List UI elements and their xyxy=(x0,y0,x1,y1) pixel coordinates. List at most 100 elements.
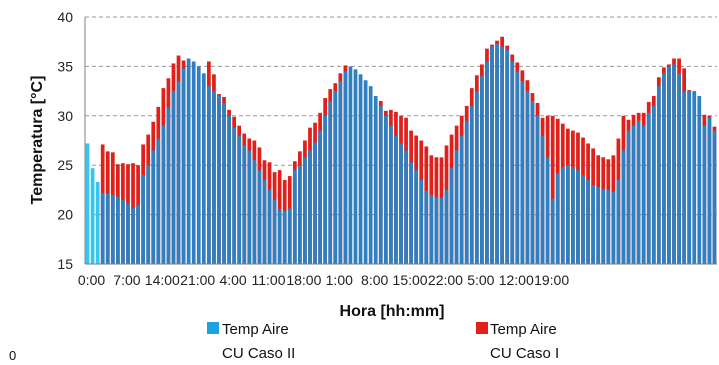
bar-caso-ii xyxy=(449,168,454,264)
bar-caso-ii xyxy=(257,170,262,264)
x-tick-label: 22:00 xyxy=(428,272,463,288)
bar-caso-ii xyxy=(237,135,242,264)
x-tick-label: 1:00 xyxy=(326,272,353,288)
bar-caso-ii xyxy=(121,199,125,264)
y-tick-label: 40 xyxy=(57,9,73,25)
bar-caso-ii xyxy=(105,193,110,264)
legend: Temp Aire CU Caso II Temp Aire CU Caso I xyxy=(207,321,559,362)
bar-caso-ii xyxy=(651,105,656,264)
bar-caso-ii xyxy=(682,91,687,264)
bar-caso-ii xyxy=(100,192,105,264)
bar-caso-ii xyxy=(480,76,484,264)
bar-caso-ii xyxy=(606,189,611,264)
bar-caso-ii xyxy=(146,165,151,264)
bar-caso-ii xyxy=(181,68,186,264)
bar-caso-ii xyxy=(333,91,338,264)
bar-caso-ii xyxy=(368,86,373,264)
bar-caso-ii xyxy=(131,207,135,264)
bar-caso-ii xyxy=(363,80,368,265)
bar-caso-ii xyxy=(90,168,95,264)
bar-caso-ii xyxy=(550,198,555,264)
legend-swatch-caso-i xyxy=(476,322,488,334)
bar-caso-ii xyxy=(444,189,449,264)
x-tick-label: 4:00 xyxy=(219,272,246,288)
bar-caso-ii xyxy=(358,74,363,264)
bar-caso-ii xyxy=(656,86,661,264)
bar-caso-ii xyxy=(712,130,717,264)
x-tick-label: 0:00 xyxy=(78,272,105,288)
x-tick-label: 21:00 xyxy=(180,272,215,288)
bar-caso-ii xyxy=(555,173,560,264)
bar-caso-ii xyxy=(601,188,606,264)
bar-caso-ii xyxy=(565,165,570,264)
bar-caso-ii xyxy=(434,196,439,264)
bar-caso-ii xyxy=(414,170,419,264)
bar-caso-ii xyxy=(560,167,565,264)
bar-caso-ii xyxy=(525,91,530,264)
bar-caso-ii xyxy=(677,73,681,264)
y-tick-label: 35 xyxy=(57,58,73,74)
bar-caso-ii xyxy=(343,71,348,264)
bar-caso-ii xyxy=(338,81,343,264)
bar-caso-ii xyxy=(242,145,247,264)
bar-caso-i xyxy=(550,115,555,264)
bar-caso-ii xyxy=(474,91,479,264)
bar-caso-ii xyxy=(287,208,292,264)
bar-caso-ii xyxy=(232,127,237,264)
bar-caso-ii xyxy=(156,138,161,264)
bar-caso-ii xyxy=(328,100,333,264)
bar-caso-ii xyxy=(500,46,504,264)
bar-caso-ii xyxy=(404,150,408,264)
y-tick-labels: 15 20 25 30 35 40 xyxy=(57,9,73,272)
x-tick-labels: 0:00 7:00 14:00 21:00 4:00 11:00 18:00 1:00 8:00… xyxy=(78,272,569,288)
bar-caso-ii xyxy=(85,143,90,264)
bar-caso-ii xyxy=(621,150,626,264)
bar-caso-ii xyxy=(252,160,257,264)
bar-caso-ii xyxy=(707,117,712,264)
bar-caso-ii xyxy=(348,66,353,265)
bar-caso-ii xyxy=(186,58,191,264)
bar-caso-ii xyxy=(692,91,697,264)
bar-caso-ii xyxy=(201,73,206,264)
bar-caso-ii xyxy=(662,73,666,264)
bar-caso-ii xyxy=(217,96,221,264)
legend-label-caso-ii-line1: Temp Aire xyxy=(222,321,289,338)
bar-caso-ii xyxy=(353,69,358,264)
bar-caso-ii xyxy=(298,165,302,264)
x-tick-label: 18:00 xyxy=(286,272,321,288)
bar-caso-ii xyxy=(196,66,201,265)
bar-caso-ii xyxy=(631,125,636,265)
bar-caso-ii xyxy=(247,150,252,264)
bar-caso-ii xyxy=(520,81,525,264)
bar-caso-ii xyxy=(136,204,140,264)
bar-caso-ii xyxy=(454,150,459,264)
bar-caso-ii xyxy=(611,191,616,264)
bar-caso-ii xyxy=(464,120,469,265)
bar-caso-ii xyxy=(95,181,100,264)
bar-caso-ii xyxy=(313,142,317,264)
bar-caso-ii xyxy=(687,91,692,264)
bar-caso-ii xyxy=(191,61,196,265)
bar-caso-ii xyxy=(373,96,378,264)
bar-caso-ii xyxy=(419,180,424,264)
y-tick-label: 15 xyxy=(57,256,73,272)
bar-caso-ii xyxy=(591,184,595,264)
x-tick-label: 14:00 xyxy=(145,272,180,288)
bar-caso-ii xyxy=(581,175,585,264)
bar-caso-ii xyxy=(626,130,631,264)
bar-caso-ii xyxy=(505,49,510,264)
bar-caso-ii xyxy=(702,125,707,265)
bar-caso-ii xyxy=(616,180,621,264)
y-tick-label: 20 xyxy=(57,207,73,223)
bar-caso-ii xyxy=(646,112,651,264)
x-tick-label: 19:00 xyxy=(534,272,569,288)
bar-caso-ii xyxy=(429,194,434,264)
bar-caso-ii xyxy=(495,43,499,265)
bar-caso-ii xyxy=(672,64,676,264)
bar-caso-ii xyxy=(318,130,322,264)
bar-caso-ii xyxy=(389,125,393,265)
bar-caso-ii xyxy=(176,81,181,264)
bar-caso-ii xyxy=(383,115,388,264)
legend-label-caso-ii-line2: CU Caso II xyxy=(222,345,295,362)
